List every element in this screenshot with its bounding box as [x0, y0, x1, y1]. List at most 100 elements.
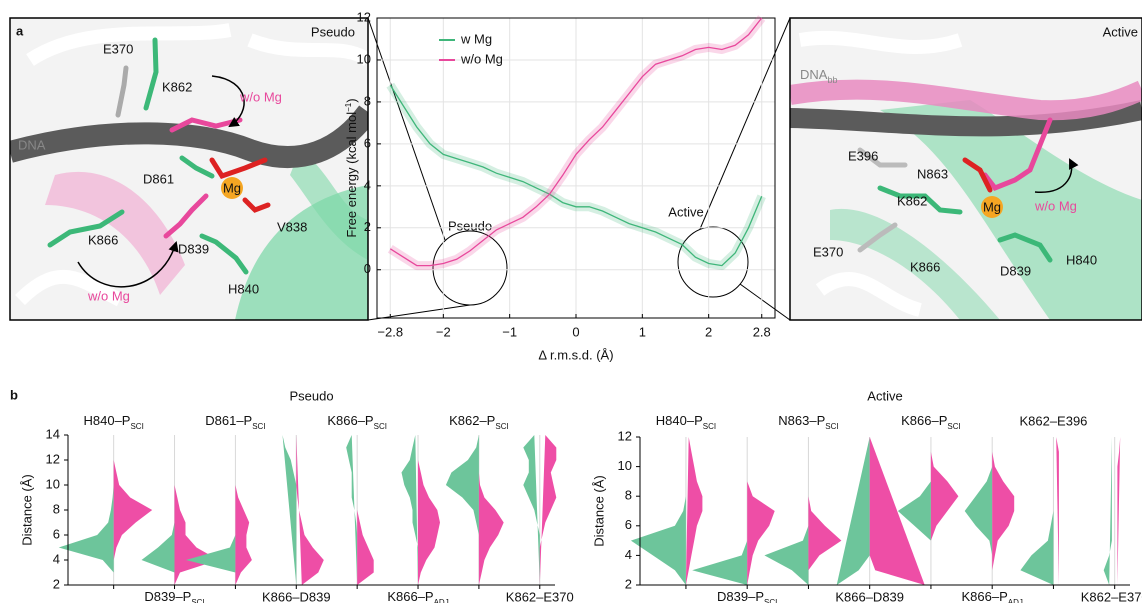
violin-half: [992, 437, 1014, 585]
y-tick-label: 2: [53, 576, 60, 591]
y-tick-label: 10: [357, 51, 371, 66]
category-label: N863–PSCI: [778, 413, 838, 430]
category-label: K866–D839: [835, 589, 904, 603]
structure-image: [790, 18, 1142, 320]
residue-label: H840: [228, 281, 259, 296]
y-tick-label: 10: [618, 458, 632, 473]
residue-label: D839: [178, 241, 209, 256]
x-tick-label: −2.8: [377, 324, 403, 339]
chart-title: Pseudo: [289, 388, 333, 403]
panel-letter: a: [16, 23, 24, 38]
y-axis-label-part: Free energy (kcal mol: [344, 112, 359, 238]
violin-half: [1056, 437, 1059, 585]
category-label: H840–PSCI: [83, 413, 143, 430]
y-tick-label: 4: [53, 551, 60, 566]
violin-half: [479, 435, 504, 585]
category-label-part: D839–P: [717, 589, 764, 603]
category-label: H840–PSCI: [656, 413, 716, 430]
y-tick-label: 8: [53, 501, 60, 516]
residue-label: K862: [162, 79, 192, 94]
residue-label: K866: [910, 259, 940, 274]
residue-label: N863: [917, 166, 948, 181]
violin-half: [837, 437, 870, 585]
category-label-part: K862–P: [449, 413, 495, 428]
category-label-part: K866–P: [961, 589, 1007, 603]
violin-half: [346, 435, 357, 585]
category-label-part: SCI: [703, 422, 716, 431]
violin-half: [686, 437, 703, 585]
violin-half: [296, 435, 324, 585]
category-label-part: SCI: [252, 422, 265, 431]
y-tick-label: 10: [46, 476, 60, 491]
y-tick-label: 4: [364, 177, 371, 192]
image-state: Pseudo: [311, 24, 355, 39]
x-tick-label: 2.8: [753, 324, 771, 339]
annotation: w/o Mg: [87, 288, 130, 303]
category-label: K866–PADJ: [961, 589, 1022, 603]
chart-title: Active: [867, 388, 902, 403]
category-label: K866–D839: [262, 589, 331, 603]
y-tick-label: 6: [364, 135, 371, 150]
category-label-part: ADJ: [1008, 598, 1023, 603]
residue-label: V838: [277, 219, 307, 234]
category-label: K862–E370: [1081, 589, 1142, 603]
violin-half: [931, 437, 959, 585]
category-label: K862–PSCI: [449, 413, 509, 430]
residue-label: E370: [813, 244, 843, 259]
figure: a Pseudo E370 K862 w/o Mg DNA D861 Mg V8…: [0, 0, 1142, 603]
category-label: K866–PSCI: [327, 413, 387, 430]
dna-label: DNA: [18, 137, 46, 152]
ion-label: Mg: [983, 199, 1001, 214]
violin-half: [283, 435, 297, 585]
category-label-part: D839–P: [144, 589, 191, 603]
category-label-part: H840–P: [83, 413, 130, 428]
category-label-part: SCI: [764, 598, 777, 603]
category-label-part: SCI: [130, 422, 143, 431]
category-label: K866–PSCI: [901, 413, 961, 430]
y-tick-label: 12: [357, 9, 371, 24]
annotation: Pseudo: [448, 218, 492, 233]
category-label-part: SCI: [495, 422, 508, 431]
x-tick-label: −1: [502, 324, 517, 339]
annotation: w/o Mg: [1034, 198, 1077, 213]
structure-image: [10, 18, 368, 320]
y-axis-label: Distance (Å): [19, 474, 34, 546]
x-tick-label: 2: [705, 324, 712, 339]
violin-half: [747, 437, 775, 585]
y-tick-label: 0: [364, 261, 371, 276]
annotation: w/o Mg: [239, 89, 282, 104]
category-label-part: H840–P: [656, 413, 703, 428]
category-label-part: SCI: [947, 422, 960, 431]
residue-label: D839: [1000, 263, 1031, 278]
category-label: D861–PSCI: [205, 413, 265, 430]
violin-half: [965, 437, 993, 585]
violin-half: [1117, 437, 1120, 585]
y-tick-label: 6: [625, 517, 632, 532]
violin-half: [1020, 437, 1053, 585]
x-tick-label: 0: [572, 324, 579, 339]
y-tick-label: 8: [625, 488, 632, 503]
category-label-part: SCI: [191, 598, 204, 603]
y-tick-label: 2: [625, 576, 632, 591]
category-label: K862–E396: [1019, 413, 1087, 428]
residue-label: E370: [103, 41, 133, 56]
category-label-part: SCI: [374, 422, 387, 431]
image-state: Active: [1103, 24, 1138, 39]
violin-half: [540, 435, 557, 585]
y-tick-label: 2: [364, 219, 371, 234]
y-tick-label: 8: [364, 93, 371, 108]
category-label: D839–PSCI: [717, 589, 777, 603]
category-label-part: K866–P: [901, 413, 947, 428]
violin-half: [418, 435, 440, 585]
category-label-part: ADJ: [434, 598, 449, 603]
y-axis-label: Free energy (kcal mol−1): [344, 98, 360, 237]
ion-label: Mg: [223, 180, 241, 195]
zoom-callout: [368, 18, 790, 320]
y-axis-label-part: ): [344, 98, 359, 102]
category-label: K862–E370: [506, 589, 574, 603]
x-axis-label: Δ r.m.s.d. (Å): [538, 347, 613, 362]
category-label-part: SCI: [825, 422, 838, 431]
legend-label: w Mg: [460, 31, 492, 46]
residue-label: E396: [848, 148, 878, 163]
violin-half: [114, 435, 153, 585]
